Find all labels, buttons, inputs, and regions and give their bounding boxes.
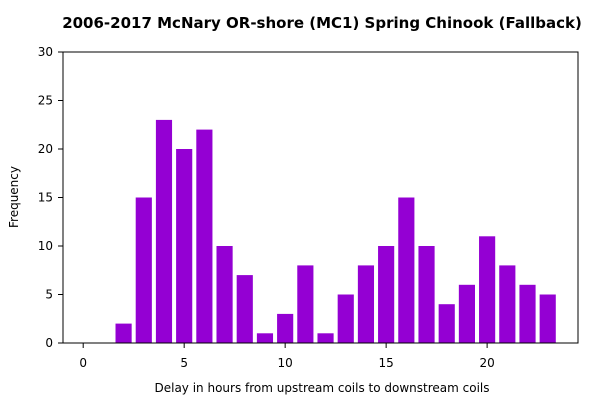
histogram-bar	[196, 129, 213, 343]
x-tick-label: 10	[278, 356, 293, 370]
histogram-bar	[357, 265, 375, 343]
y-tick-label: 15	[38, 191, 53, 205]
histogram-bar	[458, 284, 475, 343]
x-tick-label: 15	[378, 356, 393, 370]
histogram-bar	[297, 265, 314, 343]
y-tick-label: 5	[45, 288, 53, 302]
histogram-bar	[499, 265, 516, 343]
x-tick-label: 20	[479, 356, 494, 370]
y-tick-label: 10	[38, 239, 53, 253]
y-tick-label: 25	[38, 94, 53, 108]
histogram-bar	[337, 294, 354, 343]
y-tick-label: 30	[38, 45, 53, 59]
histogram-bar	[317, 333, 334, 343]
x-tick-label: 0	[79, 356, 87, 370]
histogram-bar	[155, 119, 173, 344]
y-axis-label: Frequency	[7, 166, 21, 228]
histogram-bar	[176, 149, 193, 343]
histogram-bar	[479, 236, 496, 343]
y-tick-label: 0	[45, 336, 53, 350]
histogram-bar	[277, 313, 294, 343]
x-tick-label: 5	[180, 356, 188, 370]
histogram-bar	[135, 197, 152, 343]
histogram-bar	[236, 275, 253, 343]
histogram-bar	[216, 246, 233, 343]
y-tick-label: 20	[38, 142, 53, 156]
histogram-bar	[398, 197, 415, 343]
histogram-bar	[438, 304, 455, 343]
histogram-bar	[539, 294, 556, 343]
chart-title: 2006-2017 McNary OR-shore (MC1) Spring C…	[62, 14, 582, 32]
histogram-bar	[519, 284, 536, 343]
histogram-bar	[378, 246, 395, 343]
histogram-bar	[418, 246, 435, 343]
x-axis-label: Delay in hours from upstream coils to do…	[154, 381, 490, 395]
histogram-bar	[115, 323, 132, 343]
histogram-bar	[256, 333, 274, 343]
